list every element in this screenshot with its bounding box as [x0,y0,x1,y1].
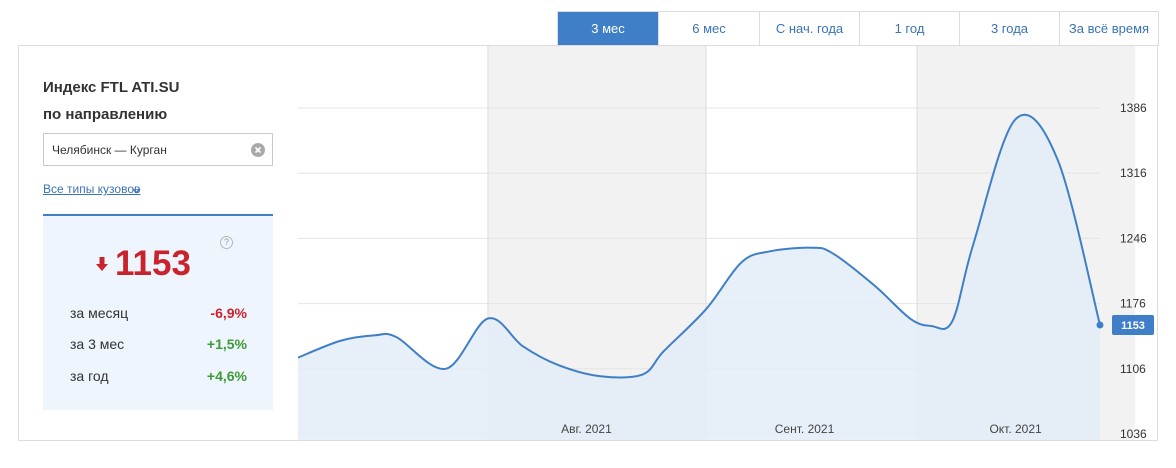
x-axis: Авг. 2021 Сент. 2021 Окт. 2021 [561,422,1042,436]
stat-year-label: за год [70,368,109,384]
last-point [1096,321,1104,329]
panel-title-line2: по направлению [43,106,168,123]
tab-1-year[interactable]: 1 год [860,12,960,46]
index-card: ? 1153 за месяц -6,9% за 3 мес +1,5% за … [43,214,273,410]
stat-month-label: за месяц [70,305,129,321]
index-panel: Индекс FTL ATI.SU по направлению Все тип… [19,46,298,440]
tab-3-months[interactable]: 3 мес [558,12,659,46]
stat-year-value: +4,6% [206,368,247,384]
y-tick-label: 1316 [1120,166,1147,180]
tab-all-time[interactable]: За всё время [1060,12,1158,46]
last-value-marker: 1153 [1096,315,1154,336]
route-input[interactable] [52,134,242,165]
y-tick-label: 1386 [1120,101,1147,115]
widget-frame [18,45,1158,441]
chevron-down-icon[interactable] [132,188,141,194]
x-tick-label: Сент. 2021 [775,422,835,436]
stat-3-months-value: +1,5% [206,336,247,352]
y-tick-label: 1176 [1120,297,1146,311]
arrow-down-icon [96,257,108,271]
stat-3-months-label: за 3 мес [70,336,125,352]
help-icon[interactable]: ? [220,236,233,249]
x-tick-label: Авг. 2021 [561,422,612,436]
tab-year-to-date[interactable]: С нач. года [760,12,860,46]
stat-month-value: -6,9% [210,305,247,321]
current-index-value: 1153 [115,244,191,283]
last-value-badge [1112,315,1154,336]
period-tabs: 3 мес 6 мес С нач. года 1 год 3 года За … [557,11,1159,46]
y-tick-label: 1246 [1120,231,1147,245]
y-tick-label: 1106 [1120,362,1146,376]
body-types-dropdown[interactable]: Все типы кузовов [43,182,141,196]
clear-cross [254,146,262,154]
last-value-label: 1153 [1121,320,1145,332]
panel-title: Индекс FTL ATI.SU по направлению [43,74,179,128]
tab-6-months[interactable]: 6 мес [659,12,760,46]
x-tick-label: Окт. 2021 [989,422,1042,436]
series-area [298,114,1100,441]
y-axis: 1036 1106 1176 1246 1316 1386 [1120,101,1147,441]
route-field [43,133,273,166]
index-chart: 1036 1106 1176 1246 1316 1386 Авг. 2021 Сент. … [298,46,1154,441]
clear-icon[interactable] [251,143,265,157]
tab-3-years[interactable]: 3 года [960,12,1060,46]
y-tick-label: 1036 [1120,427,1147,441]
panel-title-line1: Индекс FTL ATI.SU [43,79,180,96]
series-line [298,113,1101,379]
